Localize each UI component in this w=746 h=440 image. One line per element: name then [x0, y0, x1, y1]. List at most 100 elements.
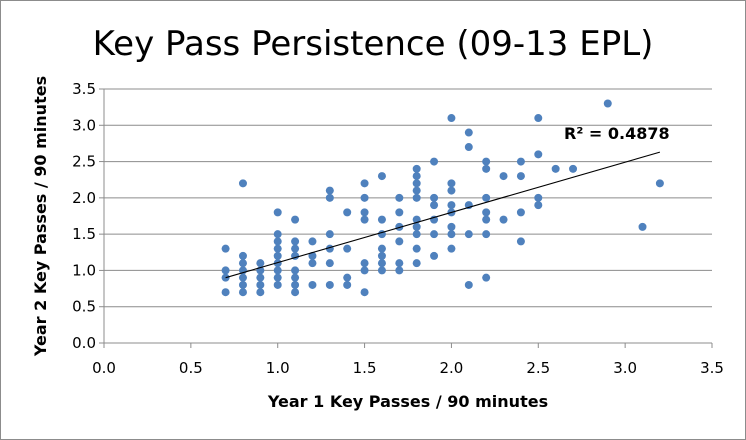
data-point [273, 230, 282, 239]
data-point [430, 157, 439, 166]
y-axis-label: Year 2 Key Passes / 90 minutes [31, 76, 50, 357]
x-tick-label: 0.5 [179, 359, 203, 377]
data-point [482, 157, 491, 166]
data-point [430, 251, 439, 260]
data-point [377, 259, 386, 268]
data-point [516, 237, 525, 246]
data-point [238, 273, 247, 282]
data-point [447, 230, 456, 239]
data-point [291, 237, 300, 246]
data-point [447, 114, 456, 123]
data-point [412, 193, 421, 202]
y-tick-labels: 0.0 0.5 1.0 1.5 2.0 2.5 3.0 3.5 [72, 80, 96, 352]
data-point [638, 222, 647, 231]
data-point [360, 179, 369, 188]
grid-lines [104, 88, 712, 308]
data-point [343, 208, 352, 217]
data-point [430, 230, 439, 239]
data-point [273, 244, 282, 253]
data-point [447, 201, 456, 210]
data-point [447, 186, 456, 195]
y-tick-label: 3.0 [72, 116, 96, 134]
x-axis-label: Year 1 Key Passes / 90 minutes [267, 392, 548, 411]
x-tick-label: 3.0 [613, 359, 637, 377]
data-point [377, 251, 386, 260]
data-point [516, 172, 525, 181]
x-tick-label: 2.5 [526, 359, 550, 377]
data-point [343, 280, 352, 289]
y-tick-label: 2.5 [72, 153, 96, 171]
data-point [447, 179, 456, 188]
data-point [464, 230, 473, 239]
data-point [499, 215, 508, 224]
data-point [343, 273, 352, 282]
data-point [464, 143, 473, 152]
data-point [238, 288, 247, 297]
data-point [412, 259, 421, 268]
y-tick-label: 1.0 [72, 261, 96, 279]
y-tick-label: 0.5 [72, 298, 96, 316]
x-tick-label: 0.0 [92, 359, 116, 377]
data-point [464, 280, 473, 289]
data-point [395, 208, 404, 217]
data-point [325, 259, 334, 268]
data-point [273, 237, 282, 246]
data-point [412, 222, 421, 231]
data-point [308, 237, 317, 246]
data-point [395, 222, 404, 231]
data-point [464, 128, 473, 137]
x-tick-label: 3.5 [700, 359, 724, 377]
y-tick-label: 0.0 [72, 334, 96, 352]
data-point [325, 186, 334, 195]
r-squared-annotation: R² = 0.4878 [564, 124, 670, 143]
data-point [221, 266, 230, 275]
data-point [516, 157, 525, 166]
data-point [377, 244, 386, 253]
data-point [325, 230, 334, 239]
data-point [534, 114, 543, 123]
data-point [395, 237, 404, 246]
chart-title: Key Pass Persistence (09-13 EPL) [93, 24, 654, 64]
data-point [412, 164, 421, 173]
data-point [516, 208, 525, 217]
data-point [569, 164, 578, 173]
data-point [655, 179, 664, 188]
data-point [395, 193, 404, 202]
data-point [360, 193, 369, 202]
data-point [447, 244, 456, 253]
data-point [291, 244, 300, 253]
data-point [273, 208, 282, 217]
data-point [273, 280, 282, 289]
data-point [273, 266, 282, 275]
data-point [360, 215, 369, 224]
y-tick-label: 3.5 [72, 80, 96, 98]
data-point [395, 259, 404, 268]
data-point [377, 266, 386, 275]
data-point [256, 288, 265, 297]
data-point [221, 288, 230, 297]
x-tick-labels: 0.0 0.5 1.0 1.5 2.0 2.5 3.0 3.5 [92, 359, 724, 377]
data-point [291, 280, 300, 289]
data-point [256, 259, 265, 268]
data-point [534, 201, 543, 210]
y-tick-label: 2.0 [72, 189, 96, 207]
data-point [482, 164, 491, 173]
data-point [482, 193, 491, 202]
data-point [482, 230, 491, 239]
data-point [308, 251, 317, 260]
y-tick-label: 1.5 [72, 225, 96, 243]
x-tick-label: 2.0 [439, 359, 463, 377]
data-point [534, 193, 543, 202]
data-point [343, 244, 352, 253]
data-point [256, 273, 265, 282]
data-point [360, 208, 369, 217]
data-point [360, 266, 369, 275]
data-point [412, 179, 421, 188]
data-point [447, 222, 456, 231]
data-point [291, 215, 300, 224]
data-point [291, 273, 300, 282]
data-point [482, 208, 491, 217]
data-point [308, 259, 317, 268]
